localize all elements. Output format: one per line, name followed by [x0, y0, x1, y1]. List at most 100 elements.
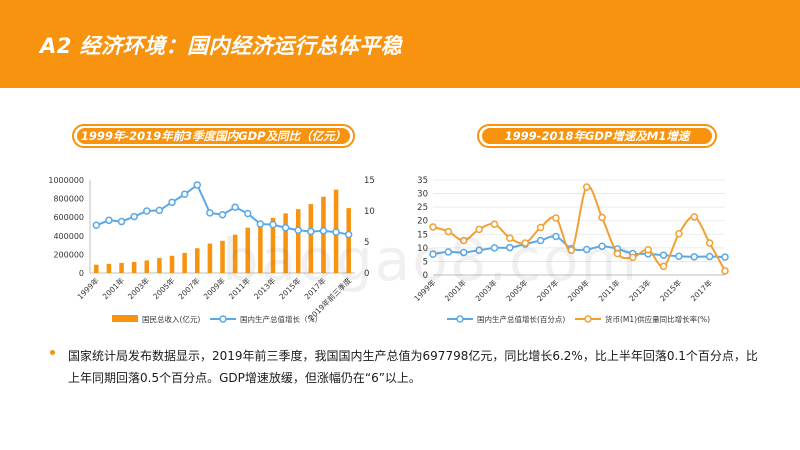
x-tick-label: 2017年	[688, 277, 714, 303]
gdp-bar	[119, 262, 124, 273]
header-bar: A2 经济环境：国内经济运行总体平稳	[0, 0, 800, 88]
gdp-bar	[207, 243, 213, 273]
y-tick-label: 5	[423, 257, 428, 267]
gdp-growth-point	[105, 216, 113, 225]
gdp-growth-point	[444, 248, 453, 256]
legend-bar-swatch	[112, 315, 138, 322]
gdp-bar	[232, 234, 238, 273]
gdp-growth-point	[243, 209, 252, 218]
m1-growth-point	[644, 246, 652, 254]
gdp-growth-point	[344, 230, 353, 239]
left-y-tick-label: 800000	[53, 195, 84, 204]
gdp-growth-point	[429, 250, 437, 258]
right-chart-title: 1999-2018年GDP增速及M1增速	[482, 128, 712, 144]
y-tick-label: 30	[417, 190, 428, 200]
gdp-growth-point	[319, 227, 328, 235]
gdp-growth-point	[168, 198, 176, 207]
gdp-growth-point	[459, 248, 468, 257]
gdp-growth-point	[143, 207, 151, 215]
legend-m1-label: 货币(M1)供应量同比增长率(%)	[605, 314, 710, 324]
gdp-growth-point	[598, 242, 606, 250]
gdp-bar	[270, 217, 276, 273]
gdp-bar	[94, 264, 99, 273]
m1-growth-point	[690, 213, 699, 221]
gdp-bar	[194, 248, 200, 273]
gdp-growth-point	[180, 190, 189, 199]
gdp-chart: 1000000800000600000400000200000015105019…	[48, 176, 375, 324]
left-y-tick-label: 600000	[53, 213, 84, 222]
right-y-tick-label: 10	[364, 207, 375, 217]
gdp-growth-point	[490, 244, 499, 252]
gdp-growth-point	[281, 223, 290, 232]
gdp-growth-point	[269, 220, 277, 229]
gdp-growth-point	[506, 243, 514, 252]
y-tick-label: 25	[417, 203, 428, 213]
legend-gdp-marker	[456, 315, 464, 323]
gdp-bar	[346, 208, 351, 273]
m1-growth-point	[521, 239, 529, 247]
m1-growth-point	[598, 213, 606, 222]
y-tick-label: 20	[417, 217, 428, 227]
left-y-tick-label: 400000	[53, 232, 84, 241]
right-y-tick-label: 5	[364, 238, 369, 248]
x-tick-label: 2003年	[125, 275, 151, 301]
gdp-bar	[182, 252, 187, 273]
page-title: A2 经济环境：国内经济运行总体平稳	[40, 34, 403, 58]
m1-growth-point	[629, 253, 637, 262]
legend-gdp-label: 国内生产总值增长(百分点)	[477, 314, 565, 324]
right-y-tick-label: 0	[364, 269, 369, 279]
m1-growth-point	[582, 183, 591, 191]
m1-growth-point	[552, 214, 560, 222]
gdp-growth-point	[193, 181, 202, 189]
gdp-growth-point	[705, 252, 714, 261]
m1-growth-point	[459, 236, 468, 245]
gdp-growth-point	[582, 245, 591, 254]
m1-growth-point	[721, 267, 729, 275]
right-y-tick-label: 15	[364, 176, 375, 186]
gdp-bar	[131, 261, 137, 273]
m1-growth-point	[659, 262, 668, 271]
gdp-bar	[169, 255, 175, 273]
x-tick-label: 2007年	[176, 275, 202, 301]
bullet-icon	[50, 350, 55, 355]
left-chart-title: 1999年-2019年前3季度国内GDP及同比（亿元）	[77, 128, 350, 144]
left-y-tick-label: 0	[79, 269, 84, 278]
right-chart-title-pill: 1999-2018年GDP增速及M1增速	[477, 124, 717, 148]
gdp-growth-point	[231, 203, 239, 212]
summary-text: 国家统计局发布数据显示，2019年前三季度，我国国内生产总值为697798亿元，…	[68, 349, 758, 385]
m1-growth-point	[567, 246, 576, 255]
x-tick-label: 2005年	[151, 275, 177, 301]
x-tick-label: 2015年	[657, 277, 683, 303]
gdp-bar	[321, 196, 326, 273]
left-y-tick-label: 200000	[53, 250, 84, 259]
m1-growth-point	[444, 227, 453, 236]
y-tick-label: 0	[423, 271, 428, 281]
m1-growth-point	[490, 220, 499, 228]
gdp-bar	[245, 227, 251, 273]
legend-line-marker	[219, 315, 227, 323]
gdp-growth-point	[294, 226, 302, 234]
gdp-growth-point	[117, 217, 126, 226]
gdp-growth-point	[721, 253, 729, 261]
y-tick-label: 15	[417, 230, 428, 240]
gdp-growth-point	[332, 228, 340, 236]
watermark: baogao8.com	[222, 226, 639, 294]
gdp-bar	[308, 204, 314, 273]
m1-growth-point	[429, 223, 437, 231]
legend-line-label: 国内生产总值增长（%）	[240, 314, 322, 324]
gdp-bar	[295, 209, 301, 273]
x-tick-label: 2001年	[100, 275, 126, 301]
y-tick-label: 10	[417, 244, 428, 254]
y-tick-label: 35	[417, 176, 428, 186]
gdp-growth-point	[155, 206, 164, 215]
gdp-growth-point	[130, 212, 138, 221]
m1-growth-point	[675, 229, 683, 238]
gdp-bar	[144, 260, 150, 273]
x-tick-label: 1999年	[75, 275, 101, 301]
legend-bar-label: 国民总收入(亿元)	[142, 314, 200, 324]
gdp-growth-point	[218, 210, 227, 219]
legend-m1-marker	[584, 315, 592, 323]
m1-growth-point	[506, 234, 514, 242]
m1-growth-point	[613, 249, 622, 258]
